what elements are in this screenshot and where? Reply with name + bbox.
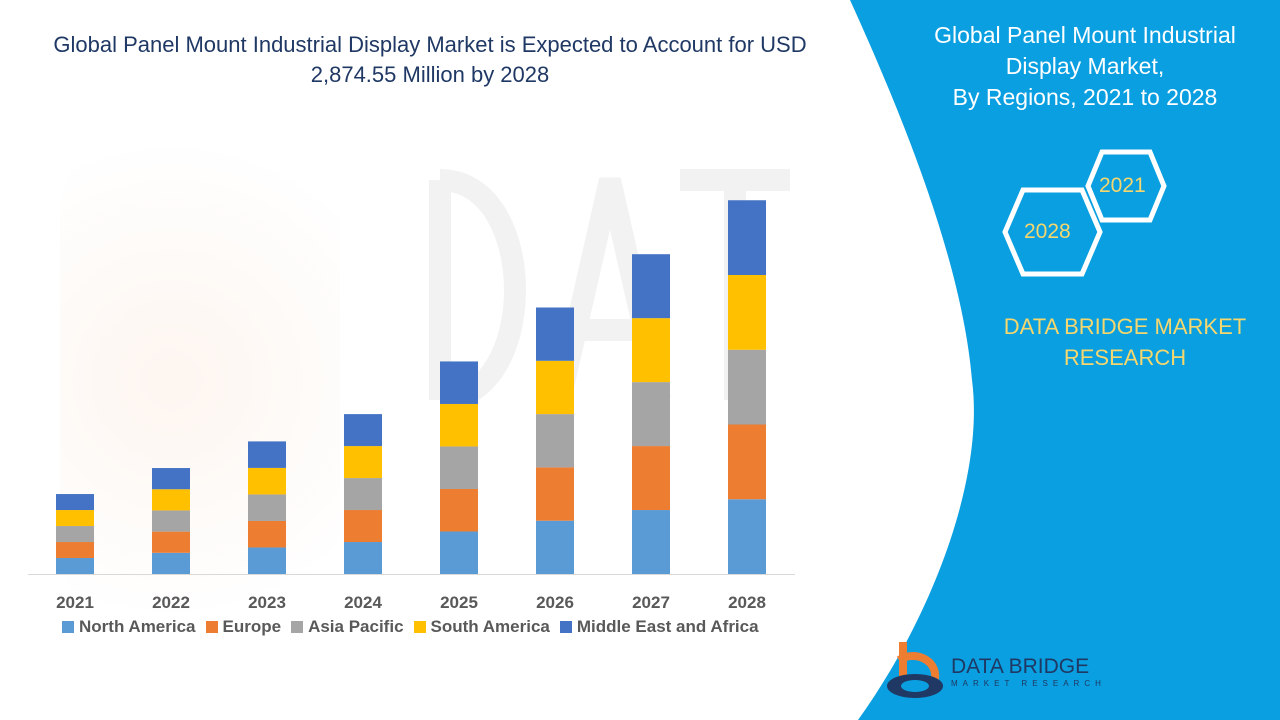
side-panel-title: Global Panel Mount Industrial Display Ma… <box>900 20 1270 113</box>
bar-segment-2026-south-america <box>536 360 574 415</box>
bar-segment-2021-asia-pacific <box>56 526 94 543</box>
bar-segment-2026-europe <box>536 467 574 521</box>
x-tick-label: 2027 <box>632 593 670 612</box>
bar-segment-2023-middle-east-and-africa <box>248 441 286 468</box>
side-title-line3: By Regions, 2021 to 2028 <box>952 84 1218 110</box>
brand-text: DATA BRIDGE MARKET RESEARCH <box>985 311 1265 373</box>
bar-segment-2021-middle-east-and-africa <box>56 494 94 511</box>
bar-segment-2024-middle-east-and-africa <box>344 414 382 447</box>
legend-swatch <box>62 621 74 633</box>
legend-label: Europe <box>222 617 282 636</box>
bar-segment-2023-europe <box>248 520 286 548</box>
x-tick-label: 2024 <box>344 593 382 612</box>
x-tick-label: 2028 <box>728 593 766 612</box>
blue-panel-shape <box>850 0 1280 720</box>
bar-segment-2022-north-america <box>152 552 190 574</box>
hex-label-start: 2021 <box>1099 174 1146 197</box>
bar-segment-2022-europe <box>152 531 190 553</box>
legend-item: Middle East and Africa <box>559 617 759 637</box>
legend-label: South America <box>430 617 550 636</box>
legend-swatch <box>413 621 426 633</box>
x-tick-label: 2021 <box>56 593 94 612</box>
bar-segment-2026-asia-pacific <box>536 414 574 468</box>
legend-swatch <box>291 621 304 633</box>
x-tick-label: 2026 <box>536 593 574 612</box>
stacked-bar-chart: 2021 2022 2023 2024 2025 2026 2027 2028 <box>28 200 795 612</box>
bar-segment-2024-north-america <box>344 542 382 574</box>
bar-segment-2022-south-america <box>152 489 190 511</box>
bar-segment-2023-south-america <box>248 467 286 495</box>
company-logo: DATA BRIDGE MARKET RESEARCH <box>885 640 1106 702</box>
brand-line2: RESEARCH <box>1063 345 1187 370</box>
bar-segment-2023-asia-pacific <box>248 494 286 521</box>
legend: North America Europe Asia Pacific South Ame… <box>62 617 759 637</box>
bar-segment-2027-middle-east-and-africa <box>632 254 670 319</box>
bar-segment-2027-europe <box>632 446 670 511</box>
bar-segment-2027-asia-pacific <box>632 382 670 447</box>
bar-segment-2025-north-america <box>440 531 478 574</box>
legend-label: North America <box>79 617 196 636</box>
bar-segment-2025-south-america <box>440 403 478 447</box>
bar-segment-2028-north-america <box>728 499 766 574</box>
legend-swatch <box>205 621 218 633</box>
bars-group <box>56 200 766 574</box>
brand-line1: DATA BRIDGE MARKET <box>1003 314 1247 339</box>
bar-segment-2022-asia-pacific <box>152 510 190 532</box>
legend-item: Asia Pacific <box>291 617 404 637</box>
x-tick-labels: 2021 2022 2023 2024 2025 2026 2027 2028 <box>56 593 766 612</box>
bar-segment-2021-north-america <box>56 558 94 574</box>
legend-item: North America <box>62 617 196 637</box>
hexagon-2021-icon <box>1085 149 1167 223</box>
bar-segment-2028-middle-east-and-africa <box>728 200 766 275</box>
side-title-line2: Display Market, <box>1005 53 1165 79</box>
bar-segment-2025-middle-east-and-africa <box>440 361 478 404</box>
bar-segment-2028-south-america <box>728 275 766 350</box>
bar-segment-2023-north-america <box>248 547 286 574</box>
legend-item: South America <box>413 617 550 637</box>
bar-segment-2028-asia-pacific <box>728 349 766 425</box>
legend-label: Asia Pacific <box>308 617 404 636</box>
logo-subtext: MARKET RESEARCH <box>951 678 1106 688</box>
bar-segment-2027-north-america <box>632 510 670 574</box>
x-tick-label: 2023 <box>248 593 286 612</box>
hex-label-end: 2028 <box>1024 220 1071 243</box>
legend-item: Europe <box>205 617 282 637</box>
x-tick-label: 2025 <box>440 593 478 612</box>
bar-segment-2025-europe <box>440 488 478 532</box>
chart-title: Global Panel Mount Industrial Display Ma… <box>53 32 807 87</box>
bar-segment-2026-middle-east-and-africa <box>536 307 574 361</box>
bar-segment-2021-europe <box>56 542 94 559</box>
bar-segment-2024-europe <box>344 510 382 543</box>
legend-label: Middle East and Africa <box>576 617 759 636</box>
bar-segment-2028-europe <box>728 424 766 500</box>
x-tick-label: 2022 <box>152 593 190 612</box>
side-title-line1: Global Panel Mount Industrial <box>934 22 1236 48</box>
hexagon-2028-icon <box>1002 187 1103 277</box>
watermark-logo <box>60 80 340 680</box>
bar-segment-2024-asia-pacific <box>344 478 382 511</box>
logo-text: DATA BRIDGE <box>951 654 1090 678</box>
bar-segment-2021-south-america <box>56 510 94 527</box>
logo-b-icon <box>887 642 943 698</box>
bar-segment-2027-south-america <box>632 318 670 383</box>
legend-swatch <box>559 621 572 633</box>
bar-segment-2022-middle-east-and-africa <box>152 468 190 490</box>
bar-segment-2026-north-america <box>536 520 574 574</box>
bar-segment-2025-asia-pacific <box>440 446 478 489</box>
bar-segment-2024-south-america <box>344 446 382 479</box>
